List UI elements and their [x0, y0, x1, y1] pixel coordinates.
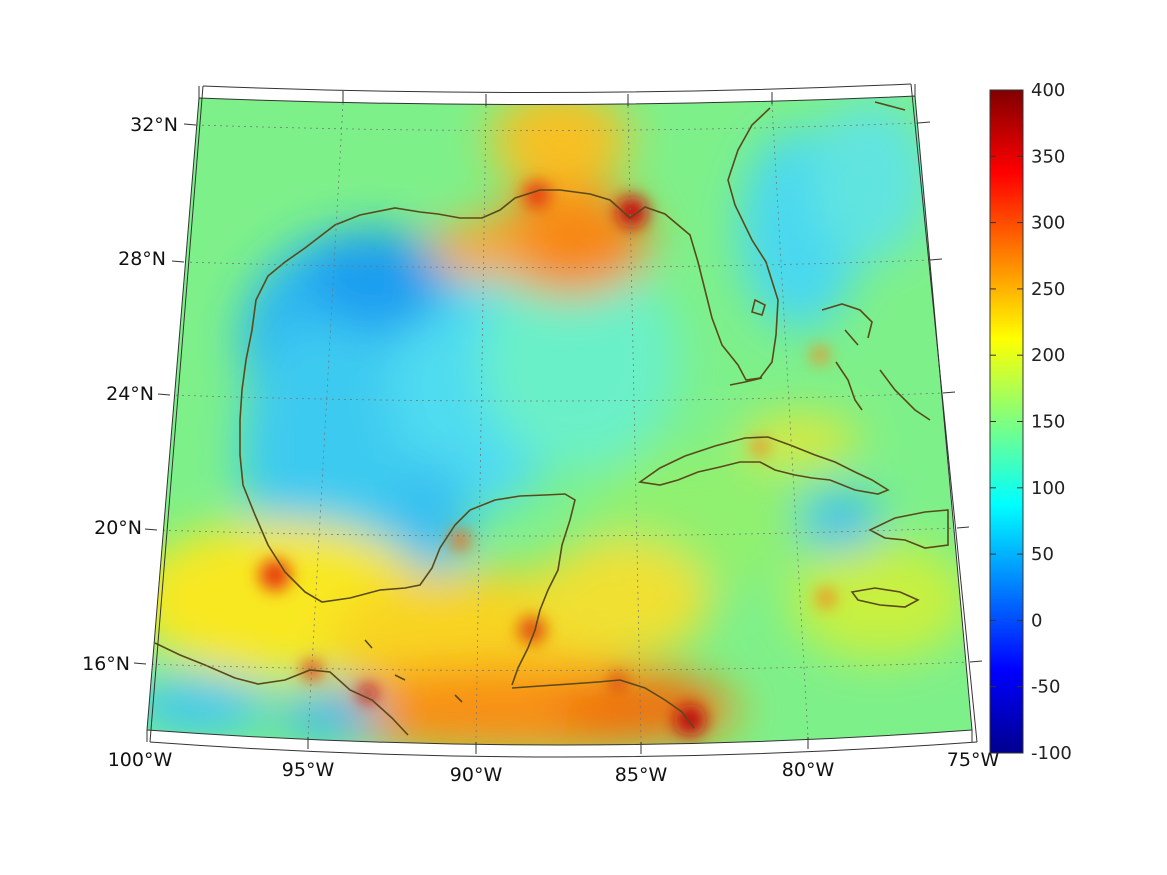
lon-label-95w: 95°W: [282, 759, 335, 781]
colorbar-tick-label: 100: [1031, 478, 1065, 499]
lat-label-24n: 24°N: [106, 383, 154, 405]
lon-label-80w: 80°W: [782, 759, 835, 781]
lon-label-90w: 90°W: [450, 764, 503, 786]
map-frame: [133, 83, 983, 758]
colorbar-tick-label: -100: [1031, 743, 1072, 764]
colorbar-tick-label: -50: [1031, 677, 1060, 698]
lat-label-32n: 32°N: [130, 114, 178, 136]
colorbar-tick-label: 250: [1031, 279, 1065, 300]
lat-label-16n: 16°N: [82, 653, 130, 675]
coastlines: [154, 101, 949, 736]
colorbar: 400 350 300 250 200 150 100 50 0 -50 -100: [989, 80, 1072, 764]
colorbar-tick-label: 400: [1031, 80, 1065, 101]
lon-label-85w: 85°W: [615, 764, 668, 786]
colorbar-tick-label: 200: [1031, 345, 1065, 366]
data-field: [147, 96, 972, 745]
lat-label-20n: 20°N: [94, 517, 142, 539]
colorbar-tick-label: 0: [1031, 610, 1042, 631]
colorbar-ticks: 400 350 300 250 200 150 100 50 0 -50 -100: [990, 80, 1072, 764]
colorbar-tick-label: 300: [1031, 213, 1065, 234]
colorbar-tick-label: 50: [1031, 544, 1054, 565]
lon-label-75w: 75°W: [947, 749, 1000, 771]
lat-label-28n: 28°N: [118, 248, 166, 270]
lon-label-100w: 100°W: [108, 749, 173, 771]
colorbar-tick-label: 150: [1031, 412, 1065, 433]
colorbar-tick-label: 350: [1031, 146, 1065, 167]
